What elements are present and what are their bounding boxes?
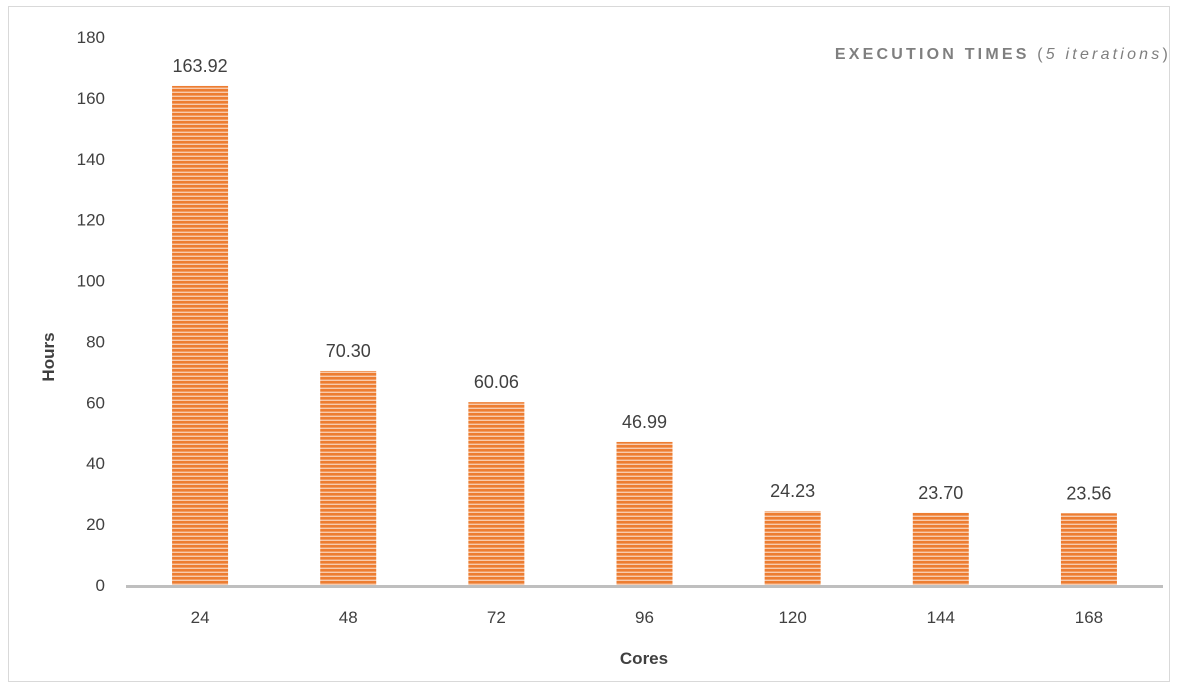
x-axis-title: Cores <box>620 649 668 668</box>
chart-frame: 0 20 40 60 80 100 120 140 160 180 24 48 72 96 120 144 1… <box>8 6 1170 682</box>
bar <box>172 85 229 586</box>
y-tick-label: 20 <box>86 515 105 534</box>
y-tick-label: 180 <box>77 28 105 47</box>
data-label: 60.06 <box>474 372 519 392</box>
chart-title-close-paren: ) <box>1162 46 1171 63</box>
bar <box>912 512 969 585</box>
x-tick-label: 120 <box>778 608 806 627</box>
bar <box>764 511 821 585</box>
bar <box>468 402 525 585</box>
x-tick-label: 144 <box>927 608 955 627</box>
bars <box>172 85 1117 586</box>
x-tick-label: 48 <box>339 608 358 627</box>
data-label: 46.99 <box>622 412 667 432</box>
data-label: 23.56 <box>1066 483 1111 503</box>
data-label: 70.30 <box>326 341 371 361</box>
y-tick-label: 100 <box>77 272 105 291</box>
bar <box>1060 513 1117 585</box>
data-label: 163.92 <box>173 56 228 76</box>
y-tick-label: 0 <box>96 576 105 595</box>
x-axis-ticks: 24 48 72 96 120 144 168 <box>191 608 1104 627</box>
y-tick-label: 140 <box>77 150 105 169</box>
chart-title: EXECUTION TIMES (5 iterations) <box>835 46 1171 63</box>
y-tick-label: 160 <box>77 89 105 108</box>
y-axis-ticks: 0 20 40 60 80 100 120 140 160 180 <box>77 28 105 595</box>
y-axis-title: Hours <box>39 332 58 381</box>
x-tick-label: 96 <box>635 608 654 627</box>
y-tick-label: 60 <box>86 393 105 412</box>
chart-title-main: EXECUTION TIMES <box>835 46 1030 63</box>
chart-title-open-paren: ( <box>1030 46 1046 63</box>
y-tick-label: 120 <box>77 211 105 230</box>
bar <box>320 370 377 585</box>
chart-title-subtitle: 5 iterations <box>1046 46 1163 63</box>
x-tick-label: 168 <box>1075 608 1103 627</box>
data-label: 23.70 <box>918 483 963 503</box>
x-tick-label: 72 <box>487 608 506 627</box>
x-tick-label: 24 <box>191 608 210 627</box>
data-labels: 163.92 70.30 60.06 46.99 24.23 23.70 23.56 <box>173 56 1112 503</box>
y-tick-label: 80 <box>86 332 105 351</box>
bar <box>616 441 673 585</box>
data-label: 24.23 <box>770 481 815 501</box>
y-tick-label: 40 <box>86 454 105 473</box>
